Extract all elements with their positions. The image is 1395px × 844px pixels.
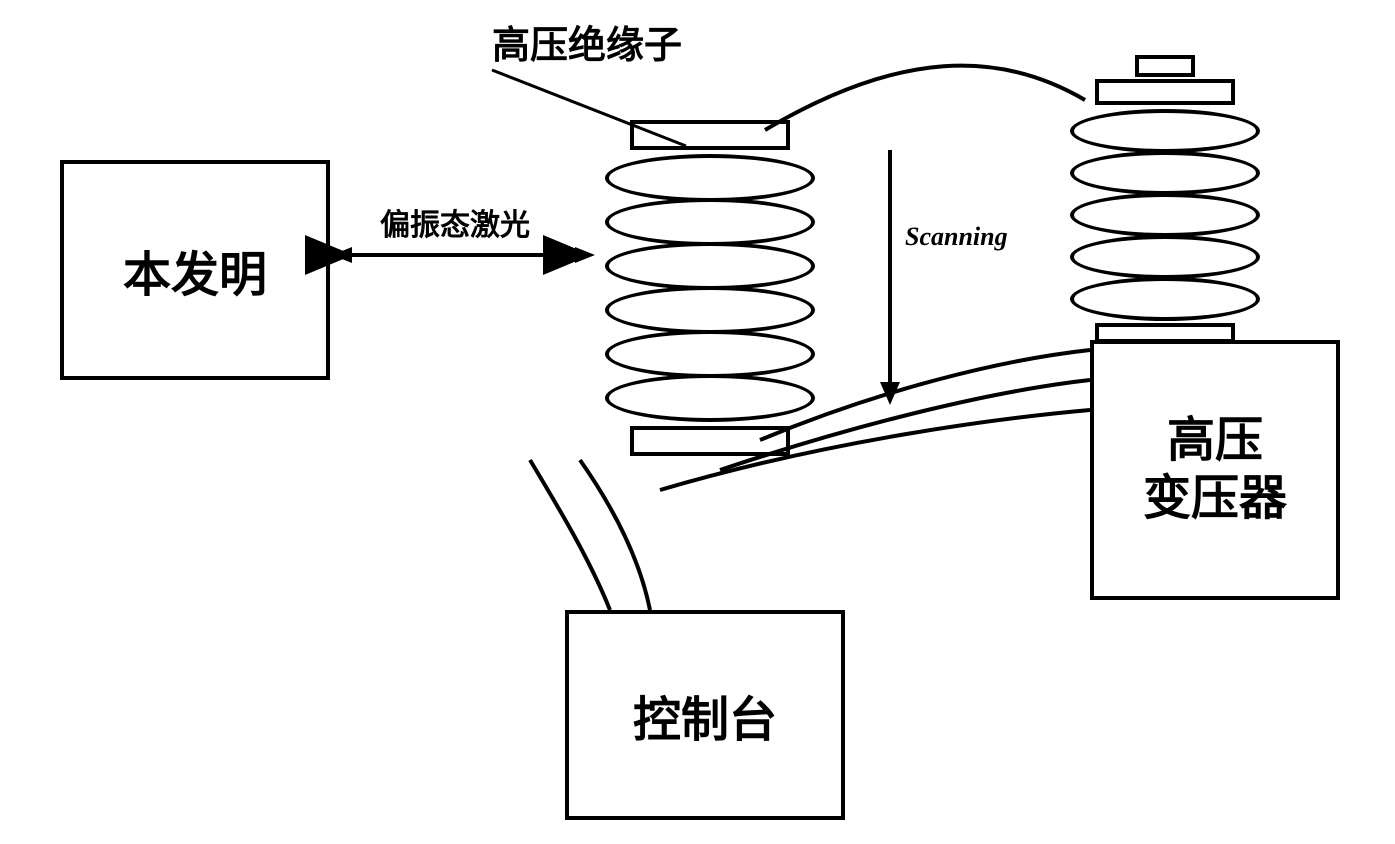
console-box: 控制台 bbox=[565, 610, 845, 820]
insulator-right-top-cap bbox=[1095, 79, 1235, 105]
insulator-right-disc bbox=[1070, 193, 1260, 237]
insulator-right-disc bbox=[1070, 151, 1260, 195]
insulator-left-disc bbox=[605, 154, 815, 202]
laser-arrow-left-head bbox=[332, 247, 352, 263]
insulator-right-disc bbox=[1070, 109, 1260, 153]
insulator-right-disc bbox=[1070, 277, 1260, 321]
scanning-arrow-head bbox=[880, 382, 900, 405]
transformer-box: 高压 变压器 bbox=[1090, 340, 1340, 600]
insulator-right-top-small bbox=[1135, 55, 1195, 77]
wire-console-1 bbox=[530, 460, 610, 610]
insulator-left-disc bbox=[605, 330, 815, 378]
insulator-left-disc bbox=[605, 198, 815, 246]
insulator-left-disc bbox=[605, 242, 815, 290]
laser-arrow-right-head bbox=[575, 247, 595, 263]
console-box-text: 控制台 bbox=[633, 680, 777, 750]
insulator-left-bottom-cap bbox=[630, 426, 790, 456]
wire-top bbox=[765, 66, 1085, 130]
insulator-right-disc bbox=[1070, 235, 1260, 279]
laser-label: 偏振态激光 bbox=[380, 200, 530, 244]
invention-box-text: 本发明 bbox=[123, 235, 267, 305]
transformer-box-text: 高压 变压器 bbox=[1143, 412, 1287, 527]
insulator-left-top-cap bbox=[630, 120, 790, 150]
insulator-left-disc bbox=[605, 374, 815, 422]
scanning-label: Scanning bbox=[905, 222, 1008, 252]
invention-box: 本发明 bbox=[60, 160, 330, 380]
insulator-left-disc bbox=[605, 286, 815, 334]
title-label: 高压绝缘子 bbox=[492, 14, 682, 69]
wire-console-2 bbox=[580, 460, 650, 610]
